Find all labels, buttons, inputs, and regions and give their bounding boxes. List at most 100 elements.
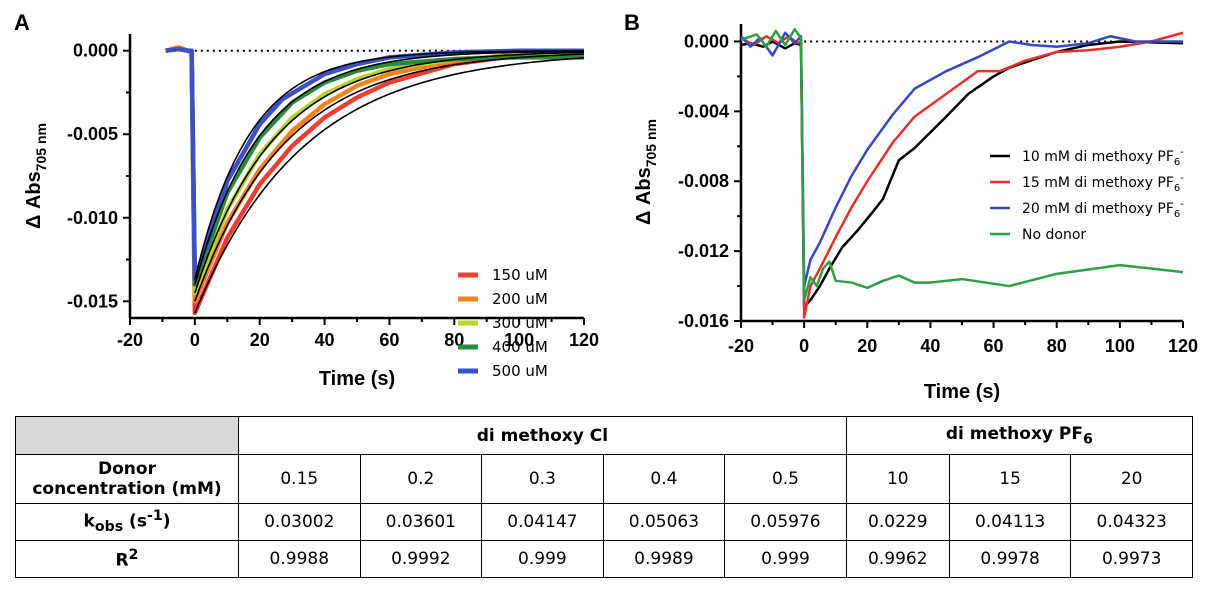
table-row: kobs (s-1) 0.03002 0.03601 0.04147 0.050…: [15, 503, 1193, 541]
table-cell: 0.04323: [1070, 503, 1193, 541]
table-cell: 10: [845, 454, 950, 504]
panel-b-series-line: [740, 31, 1184, 319]
table-row: Donor concentration (mM) 0.15 0.2 0.3 0.4…: [15, 454, 1193, 504]
table-cell: 0.9962: [845, 540, 950, 578]
panel-a-y-label-main: Δ Abs: [23, 171, 45, 229]
panel-a-legend-label: 300 uM: [492, 314, 548, 332]
table-cell: 0.04113: [948, 503, 1072, 541]
panel-b-x-tick-label: 20: [857, 336, 877, 356]
panel-a-series-line: [165, 46, 584, 282]
panel-a-series-line: [165, 46, 584, 296]
panel-a-y-tick-label: -0.005: [67, 124, 118, 144]
panel-b-legend-label: 10 mM di methoxy PF6-: [1022, 147, 1184, 168]
panel-a-y-label-sub: 705 nm: [33, 123, 49, 171]
panel-a-y-tick-label: -0.010: [67, 208, 118, 228]
panel-b-y-label-main: Δ Abs: [633, 167, 655, 225]
chart-panel-b: -20 0 20 40 60 80 100 120 0.000 -0.004 -0.008 -0.01…: [633, 24, 1198, 403]
panel-b-series-line: [740, 31, 1183, 288]
chart-panel-a: -20 0 20 40 60 80 100 1200.000-0.005-0.010-0.01…: [23, 34, 599, 390]
table-cell: 0.05976: [724, 503, 847, 541]
panel-b-legend-label: No donor: [1022, 227, 1086, 243]
table-cell: 0.9988: [238, 540, 361, 578]
table-cell: 0.4: [602, 454, 726, 504]
panel-a-fit-line: [194, 50, 585, 280]
panel-a-legend-label: 400 uM: [492, 338, 548, 356]
panel-b-letter: B: [624, 10, 640, 35]
table-row: R2 0.9988 0.9992 0.999 0.9989 0.999 0.99…: [15, 540, 1193, 578]
panel-b-legend-sup: -: [1180, 147, 1184, 158]
table-cell: 0.03601: [359, 503, 483, 541]
panel-a-legend-text: 150 uM: [492, 266, 548, 284]
panel-a-legend-text: 500 uM: [492, 362, 548, 380]
panel-a-y-label: Δ Abs705 nm: [23, 123, 49, 229]
panel-a-legend-text: 300 uM: [492, 314, 548, 332]
panel-b-x-label: Time (s): [924, 381, 1000, 403]
table-cell: 0.04147: [481, 503, 604, 541]
panel-a-x-tick-label: 100: [504, 330, 534, 350]
panel-a-x-tick-label: -20: [117, 330, 143, 350]
panel-b-legend-sub: 6: [1174, 209, 1180, 220]
panel-b-x-tick-label: -20: [728, 336, 754, 356]
panel-b-x-tick-label: 60: [984, 336, 1004, 356]
table-cell: 0.15: [238, 454, 361, 504]
panel-a-fit-line: [194, 51, 585, 294]
panel-a-legend-label: 200 uM: [492, 290, 548, 308]
panel-b-y-tick-label: -0.012: [678, 241, 729, 261]
panel-a-x-tick-label: 40: [315, 330, 335, 350]
figure-charts: A B -20 0 20 40 60 80 100 1200.000-0.005-0.010-…: [14, 10, 1198, 403]
table-cell: 0.5: [724, 454, 847, 504]
panel-b-y-tick-label: -0.008: [678, 171, 729, 191]
panel-a-x-tick-label: 60: [379, 330, 399, 350]
panel-b-legend-sup: -: [1180, 199, 1184, 210]
panel-a-fit-line: [194, 53, 585, 302]
table-cell: 0.9992: [359, 540, 483, 578]
panel-b-x-tick-label: 0: [799, 336, 809, 356]
panel-b-legend-text: 10 mM di methoxy PF: [1022, 149, 1174, 165]
panel-a-x-tick-label: 120: [569, 330, 599, 350]
panel-b-legend-sub: 6: [1174, 183, 1180, 194]
panel-a-x-label: Time (s): [319, 368, 395, 390]
panel-b-y-label: Δ Abs705 nm: [633, 119, 659, 225]
table-cell: 0.999: [481, 540, 604, 578]
table-cell: 15: [948, 454, 1072, 504]
panel-b-legend-sup: -: [1180, 173, 1184, 184]
table-cell: 20: [1070, 454, 1193, 504]
table-cell: 0.9989: [602, 540, 726, 578]
panel-a-letter: A: [14, 10, 30, 35]
panel-a-legend-label: 150 uM: [492, 266, 548, 284]
table-cell: 0.9978: [948, 540, 1072, 578]
panel-a-x-tick-label: 0: [190, 330, 200, 350]
panel-b-x-tick-label: 120: [1168, 336, 1198, 356]
kinetics-table: di methoxy Cl di methoxy PF6 Donor concen…: [15, 416, 1194, 578]
group-header-cl: di methoxy Cl: [238, 416, 847, 455]
panel-b-legend-label: 20 mM di methoxy PF6-: [1022, 199, 1184, 220]
panel-b-x-tick-label: 40: [920, 336, 940, 356]
panel-a-y-tick-label: 0.000: [73, 41, 118, 61]
row-label-concentration: Donor concentration (mM): [15, 454, 239, 504]
panel-b-x-tick-label: 100: [1105, 336, 1135, 356]
panel-b-y-tick-label: -0.016: [678, 311, 729, 331]
panel-b-y-tick-label: -0.004: [678, 101, 729, 121]
table-cell: 0.03002: [238, 503, 361, 541]
table-cell: 0.2: [359, 454, 483, 504]
row-label-r2: R2: [15, 540, 239, 578]
panel-b-legend-text: 20 mM di methoxy PF: [1022, 201, 1174, 217]
panel-b-series-line: [740, 27, 1184, 302]
table-cell: 0.0229: [845, 503, 950, 541]
panel-a-legend-label: 500 uM: [492, 362, 548, 380]
panel-b-legend-text: No donor: [1022, 227, 1086, 243]
panel-b-y-label-sub: 705 nm: [643, 119, 659, 167]
panel-a-x-tick-label: 20: [250, 330, 270, 350]
table-cell: 0.05063: [602, 503, 726, 541]
table-cell: 0.3: [481, 454, 604, 504]
panel-b-legend-label: 15 mM di methoxy PF6-: [1022, 173, 1184, 194]
panel-a-fit-line: [194, 57, 585, 314]
panel-b-y-tick-label: 0.000: [684, 31, 729, 51]
panel-b-x-tick-label: 80: [1047, 336, 1067, 356]
panel-b-legend-sub: 6: [1174, 157, 1180, 168]
panel-b-legend-text: 15 mM di methoxy PF: [1022, 175, 1174, 191]
panel-a-y-tick-label: -0.015: [67, 291, 118, 311]
panel-a-legend-text: 200 uM: [492, 290, 548, 308]
table-corner-cell: [15, 416, 239, 455]
table-cell: 0.9973: [1070, 540, 1193, 578]
